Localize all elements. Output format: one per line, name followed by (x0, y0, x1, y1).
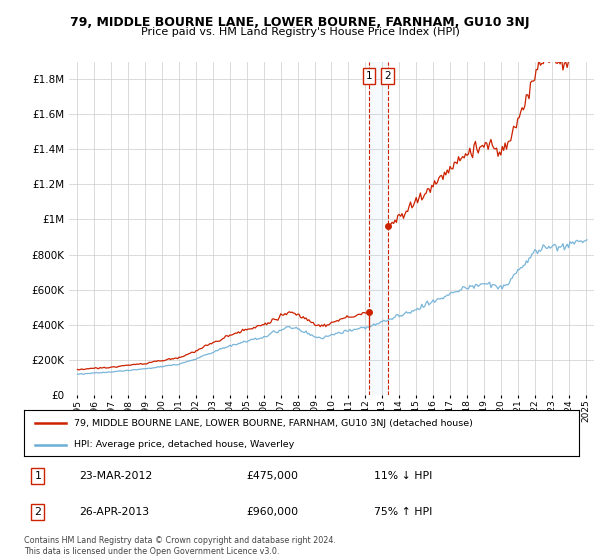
Text: 23-MAR-2012: 23-MAR-2012 (79, 471, 153, 481)
Text: 1: 1 (366, 71, 373, 81)
Text: £960,000: £960,000 (246, 507, 298, 517)
Text: 2: 2 (34, 507, 41, 517)
Text: 79, MIDDLE BOURNE LANE, LOWER BOURNE, FARNHAM, GU10 3NJ: 79, MIDDLE BOURNE LANE, LOWER BOURNE, FA… (70, 16, 530, 29)
Text: £475,000: £475,000 (246, 471, 298, 481)
Text: Price paid vs. HM Land Registry's House Price Index (HPI): Price paid vs. HM Land Registry's House … (140, 27, 460, 37)
Text: 11% ↓ HPI: 11% ↓ HPI (374, 471, 432, 481)
Text: 26-APR-2013: 26-APR-2013 (79, 507, 149, 517)
Text: 75% ↑ HPI: 75% ↑ HPI (374, 507, 432, 517)
Bar (369, 62, 388, 395)
Text: 1: 1 (34, 471, 41, 481)
Text: HPI: Average price, detached house, Waverley: HPI: Average price, detached house, Wave… (74, 440, 294, 450)
Text: Contains HM Land Registry data © Crown copyright and database right 2024.
This d: Contains HM Land Registry data © Crown c… (24, 536, 336, 556)
Text: 2: 2 (385, 71, 391, 81)
Text: 79, MIDDLE BOURNE LANE, LOWER BOURNE, FARNHAM, GU10 3NJ (detached house): 79, MIDDLE BOURNE LANE, LOWER BOURNE, FA… (74, 419, 473, 428)
